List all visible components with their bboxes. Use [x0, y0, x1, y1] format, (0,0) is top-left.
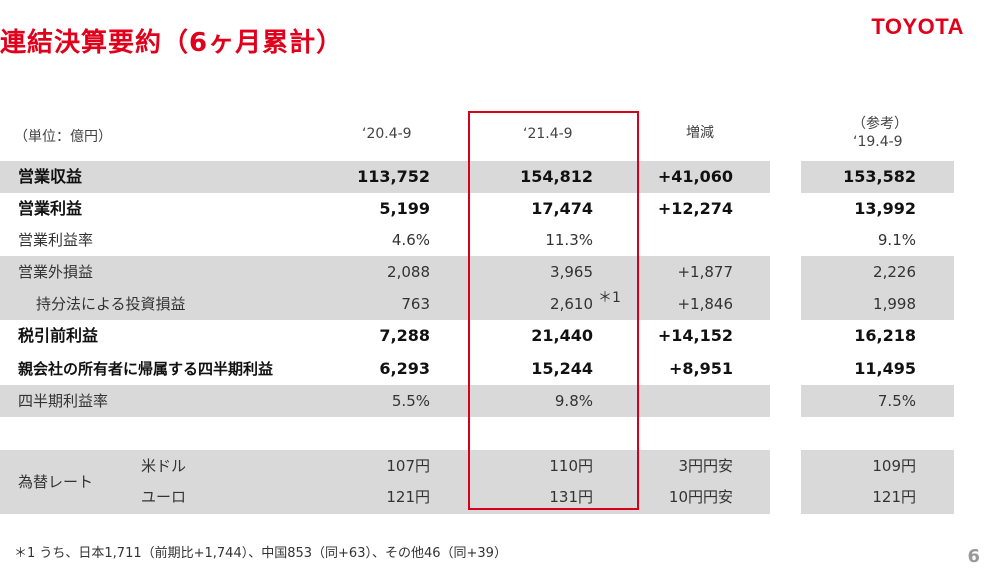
row-label-equity-method: 持分法による投資損益	[36, 295, 186, 313]
row-bg-non-operating-ref	[801, 256, 954, 320]
footnote-marker: ＊1	[598, 290, 621, 306]
cell-operating-revenue-fy21: 154,812	[520, 167, 593, 186]
row-bg-operating-revenue-ref	[801, 161, 954, 193]
cell-non-operating-fy19: 2,226	[873, 263, 916, 281]
cell-pretax-income-fy19: 16,218	[854, 326, 916, 345]
cell-operating-revenue-fy19: 153,582	[843, 167, 916, 186]
cell-fx-eur-change: 10円円安	[668, 488, 733, 506]
cell-pretax-income-fy21: 21,440	[531, 326, 593, 345]
header-fy19: ‘19.4-9	[853, 134, 903, 150]
cell-quarterly-margin-fy21: 9.8%	[554, 392, 593, 410]
cell-fx-eur-fy20: 121円	[386, 488, 430, 506]
cell-fx-usd-change: 3円円安	[678, 457, 733, 475]
row-label-operating-margin: 営業利益率	[18, 231, 94, 249]
cell-equity-method-fy21: 2,610	[550, 295, 593, 313]
cell-net-income-fy21: 15,244	[531, 359, 593, 378]
row-label-quarterly-margin: 四半期利益率	[18, 392, 109, 410]
row-bg-quarterly-margin	[0, 385, 770, 417]
cell-non-operating-fy21: 3,965	[550, 263, 593, 281]
page-title: 連結決算要約（6ヶ月累計）	[0, 28, 344, 58]
cell-net-income-change: +8,951	[668, 359, 733, 378]
row-label-net-income: 親会社の所有者に帰属する四半期利益	[18, 360, 274, 378]
cell-net-income-fy20: 6,293	[379, 359, 430, 378]
cell-operating-income-fy20: 5,199	[379, 199, 430, 218]
cell-operating-margin-fy19: 9.1%	[877, 231, 916, 249]
row-label-pretax-income: 税引前利益	[18, 326, 99, 345]
cell-operating-margin-fy20: 4.6%	[391, 231, 430, 249]
row-label-non-operating: 営業外損益	[18, 263, 94, 281]
highlight-current-period-box	[468, 111, 639, 510]
cell-quarterly-margin-fy20: 5.5%	[391, 392, 430, 410]
row-bg-fx	[0, 450, 770, 514]
cell-pretax-income-change: +14,152	[657, 326, 733, 345]
header-ref-note: （参考）	[852, 116, 908, 132]
cell-quarterly-margin-fy19: 7.5%	[877, 392, 916, 410]
cell-operating-income-change: +12,274	[657, 199, 733, 218]
row-bg-operating-revenue	[0, 161, 770, 193]
toyota-logo: TOYOTA	[871, 14, 964, 39]
cell-non-operating-fy20: 2,088	[387, 263, 430, 281]
cell-non-operating-change: +1,877	[677, 263, 733, 281]
cell-fx-usd-fy21: 110円	[549, 457, 593, 475]
cell-equity-method-fy20: 763	[401, 295, 430, 313]
cell-fx-usd-fy20: 107円	[386, 457, 430, 475]
header-change: 増減	[686, 125, 714, 141]
cell-fx-eur-fy21: 131円	[549, 488, 593, 506]
row-bg-quarterly-margin-ref	[801, 385, 954, 417]
cell-operating-revenue-fy20: 113,752	[357, 167, 430, 186]
unit-label: （単位：億円）	[14, 129, 112, 145]
row-label-operating-income: 営業利益	[18, 199, 83, 218]
header-fy21: ‘21.4-9	[523, 126, 573, 142]
header-fy20: ‘20.4-9	[362, 126, 412, 142]
fx-currency-usd: 米ドル	[141, 457, 187, 475]
cell-fx-eur-fy19: 121円	[872, 488, 916, 506]
row-bg-fx-ref	[801, 450, 954, 514]
fx-label: 為替レート	[18, 473, 94, 491]
cell-equity-method-change: +1,846	[677, 295, 733, 313]
cell-operating-income-fy19: 13,992	[854, 199, 916, 218]
fx-currency-eur: ユーロ	[141, 488, 187, 506]
page-number: 6	[967, 546, 980, 567]
row-label-operating-revenue: 営業収益	[18, 167, 83, 186]
cell-operating-income-fy21: 17,474	[531, 199, 593, 218]
cell-equity-method-fy19: 1,998	[873, 295, 916, 313]
cell-fx-usd-fy19: 109円	[872, 457, 916, 475]
cell-pretax-income-fy20: 7,288	[379, 326, 430, 345]
cell-operating-margin-fy21: 11.3%	[545, 231, 593, 249]
cell-net-income-fy19: 11,495	[854, 359, 916, 378]
footnote: ＊1 うち、日本1,711（前期比+1,744）、中国853（同+63）、その他…	[14, 546, 507, 561]
cell-operating-revenue-change: +41,060	[657, 167, 733, 186]
row-bg-non-operating	[0, 256, 770, 320]
